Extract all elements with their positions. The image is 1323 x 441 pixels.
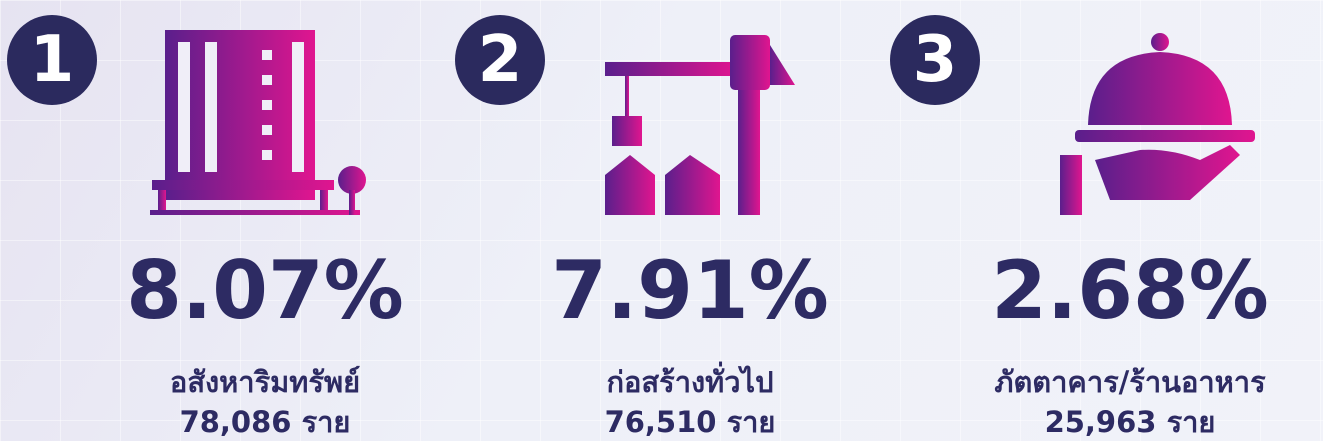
- rank-badge: [7, 15, 97, 105]
- rank: 3: [913, 23, 958, 97]
- percent: 7.91%: [551, 244, 829, 337]
- rank: 1: [30, 23, 75, 97]
- windows: [178, 42, 304, 172]
- crane-icon: [605, 35, 795, 215]
- category-name: ก่อสร้างทั่วไป: [606, 361, 773, 399]
- category-name: ภัตตาคาร/ร้านอาหาร: [994, 365, 1266, 399]
- count: 25,963 ราย: [1045, 405, 1216, 439]
- food-cloche-icon: [1060, 33, 1255, 215]
- percent: 2.68%: [991, 244, 1269, 337]
- rank-badge: [455, 15, 545, 105]
- count: 78,086 ราย: [180, 405, 351, 439]
- rank-badge: [890, 15, 980, 105]
- count: 76,510 ราย: [605, 405, 776, 439]
- percent: 8.07%: [126, 244, 404, 337]
- category-name: อสังหาริมทรัพย์: [170, 365, 360, 399]
- rank: 2: [478, 23, 523, 97]
